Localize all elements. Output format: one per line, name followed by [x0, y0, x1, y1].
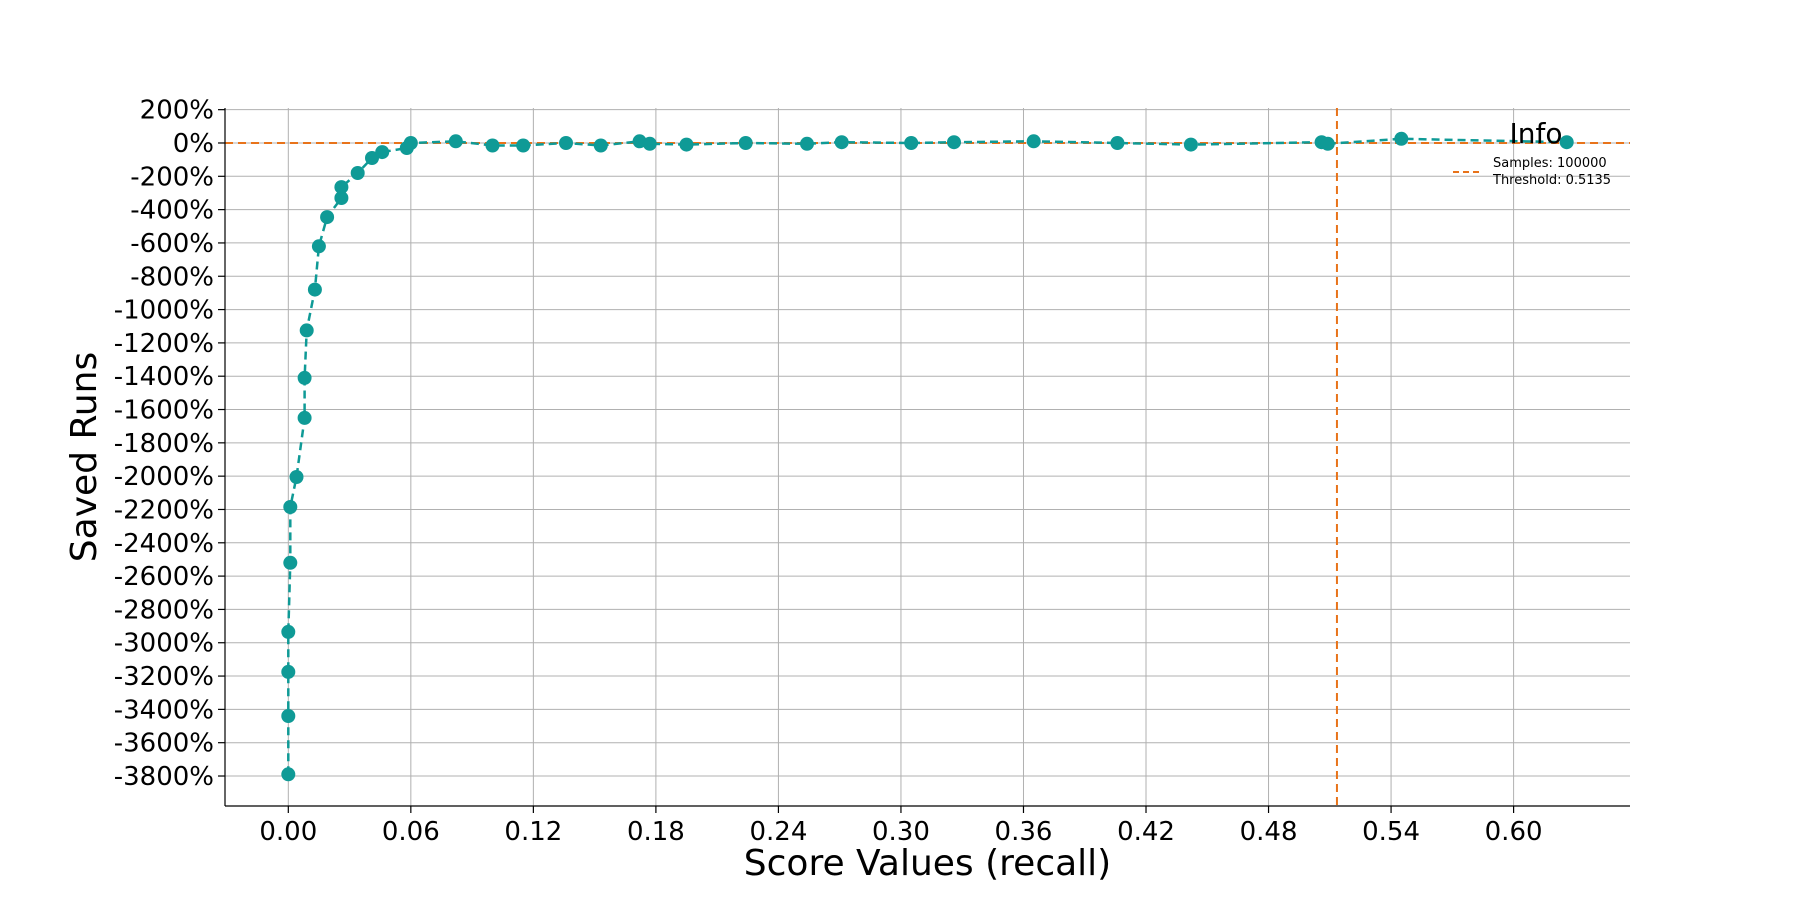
- legend: Info Samples: 100000 Threshold: 0.5135: [1453, 117, 1611, 188]
- data-point: [593, 138, 608, 153]
- data-point: [738, 136, 753, 150]
- data-point: [281, 767, 296, 782]
- x-tick-label: 0.36: [995, 817, 1053, 847]
- data-point: [334, 180, 349, 195]
- data-point: [1110, 136, 1125, 150]
- data-point: [834, 135, 849, 150]
- y-tick-label: -1800%: [114, 429, 214, 459]
- data-point: [307, 282, 322, 297]
- data-point: [947, 135, 961, 150]
- data-point: [289, 470, 304, 484]
- y-tick-label: -2400%: [114, 529, 214, 559]
- data-point: [281, 709, 296, 723]
- data-point: [281, 624, 296, 639]
- y-tick-label: -3200%: [114, 662, 214, 692]
- x-tick-label: 0.30: [872, 817, 930, 847]
- y-tick-label: -200%: [130, 162, 214, 192]
- data-point: [800, 136, 814, 151]
- legend-entry-threshold: Threshold: 0.5135: [1492, 173, 1611, 188]
- y-tick-label: -1600%: [114, 396, 214, 426]
- x-tick-label: 0.48: [1240, 817, 1298, 847]
- data-point: [297, 370, 312, 385]
- data-point: [365, 151, 379, 165]
- data-point: [642, 136, 657, 151]
- reference-lines: [225, 108, 1630, 806]
- y-tick-label: -2800%: [114, 595, 214, 625]
- data-point: [1026, 134, 1041, 149]
- legend-entry-samples: Samples: 100000: [1493, 156, 1607, 171]
- legend-title: Info: [1510, 117, 1563, 150]
- x-tick-label: 0.60: [1485, 817, 1543, 847]
- data-point: [334, 191, 349, 205]
- data-point: [1394, 131, 1409, 146]
- y-tick-label: -2600%: [114, 562, 214, 592]
- x-tick-label: 0.24: [749, 817, 807, 847]
- y-tick-label: -1000%: [114, 296, 214, 326]
- x-tick-label: 0.12: [504, 817, 562, 847]
- data-point: [904, 136, 919, 150]
- y-ticks: 200%0%-200%-400%-600%-800%-1000%-1200%-1…: [114, 96, 225, 792]
- data-point: [1320, 136, 1335, 151]
- data-point: [485, 138, 500, 153]
- data-point: [679, 137, 694, 152]
- x-axis-title: Score Values (recall): [744, 843, 1111, 884]
- y-tick-label: -2000%: [114, 462, 214, 492]
- y-tick-label: -2200%: [114, 495, 214, 525]
- data-point: [297, 410, 312, 425]
- data-point: [1183, 137, 1198, 152]
- data-point: [375, 145, 390, 160]
- y-tick-label: -3400%: [114, 695, 214, 725]
- data-point: [283, 555, 298, 570]
- data-point: [516, 138, 531, 153]
- y-tick-label: -3800%: [114, 762, 214, 792]
- data-point: [320, 210, 335, 225]
- grid: [225, 108, 1630, 806]
- x-ticks: 0.00 0.06 0.12 0.18 0.24 0.30 0.36 0.42 0.48 0.54…: [259, 806, 1543, 847]
- axes: [224, 108, 1630, 807]
- y-tick-label: -400%: [130, 196, 214, 226]
- series: [281, 131, 1574, 782]
- x-tick-label: 0.00: [259, 817, 317, 847]
- data-point: [299, 323, 314, 338]
- x-tick-label: 0.54: [1362, 817, 1420, 847]
- y-tick-label: -3600%: [114, 729, 214, 759]
- y-tick-label: -800%: [130, 262, 214, 292]
- y-tick-label: -1200%: [114, 329, 214, 359]
- y-tick-label: 0%: [173, 129, 214, 159]
- y-tick-label: 200%: [140, 96, 214, 126]
- y-tick-label: -600%: [130, 229, 214, 259]
- data-point: [448, 134, 463, 149]
- data-point: [403, 136, 418, 150]
- x-tick-label: 0.42: [1117, 817, 1175, 847]
- data-point: [559, 136, 573, 150]
- y-tick-label: -1400%: [114, 362, 214, 392]
- data-point: [350, 166, 365, 180]
- data-point: [281, 664, 296, 679]
- data-point: [311, 239, 326, 254]
- data-point: [1559, 135, 1574, 150]
- y-axis-title: Saved Runs: [64, 352, 105, 562]
- data-point: [283, 500, 298, 514]
- y-tick-label: -3000%: [114, 629, 214, 659]
- series-line: [287, 137, 1567, 775]
- x-tick-label: 0.18: [627, 817, 685, 847]
- x-tick-label: 0.06: [382, 817, 440, 847]
